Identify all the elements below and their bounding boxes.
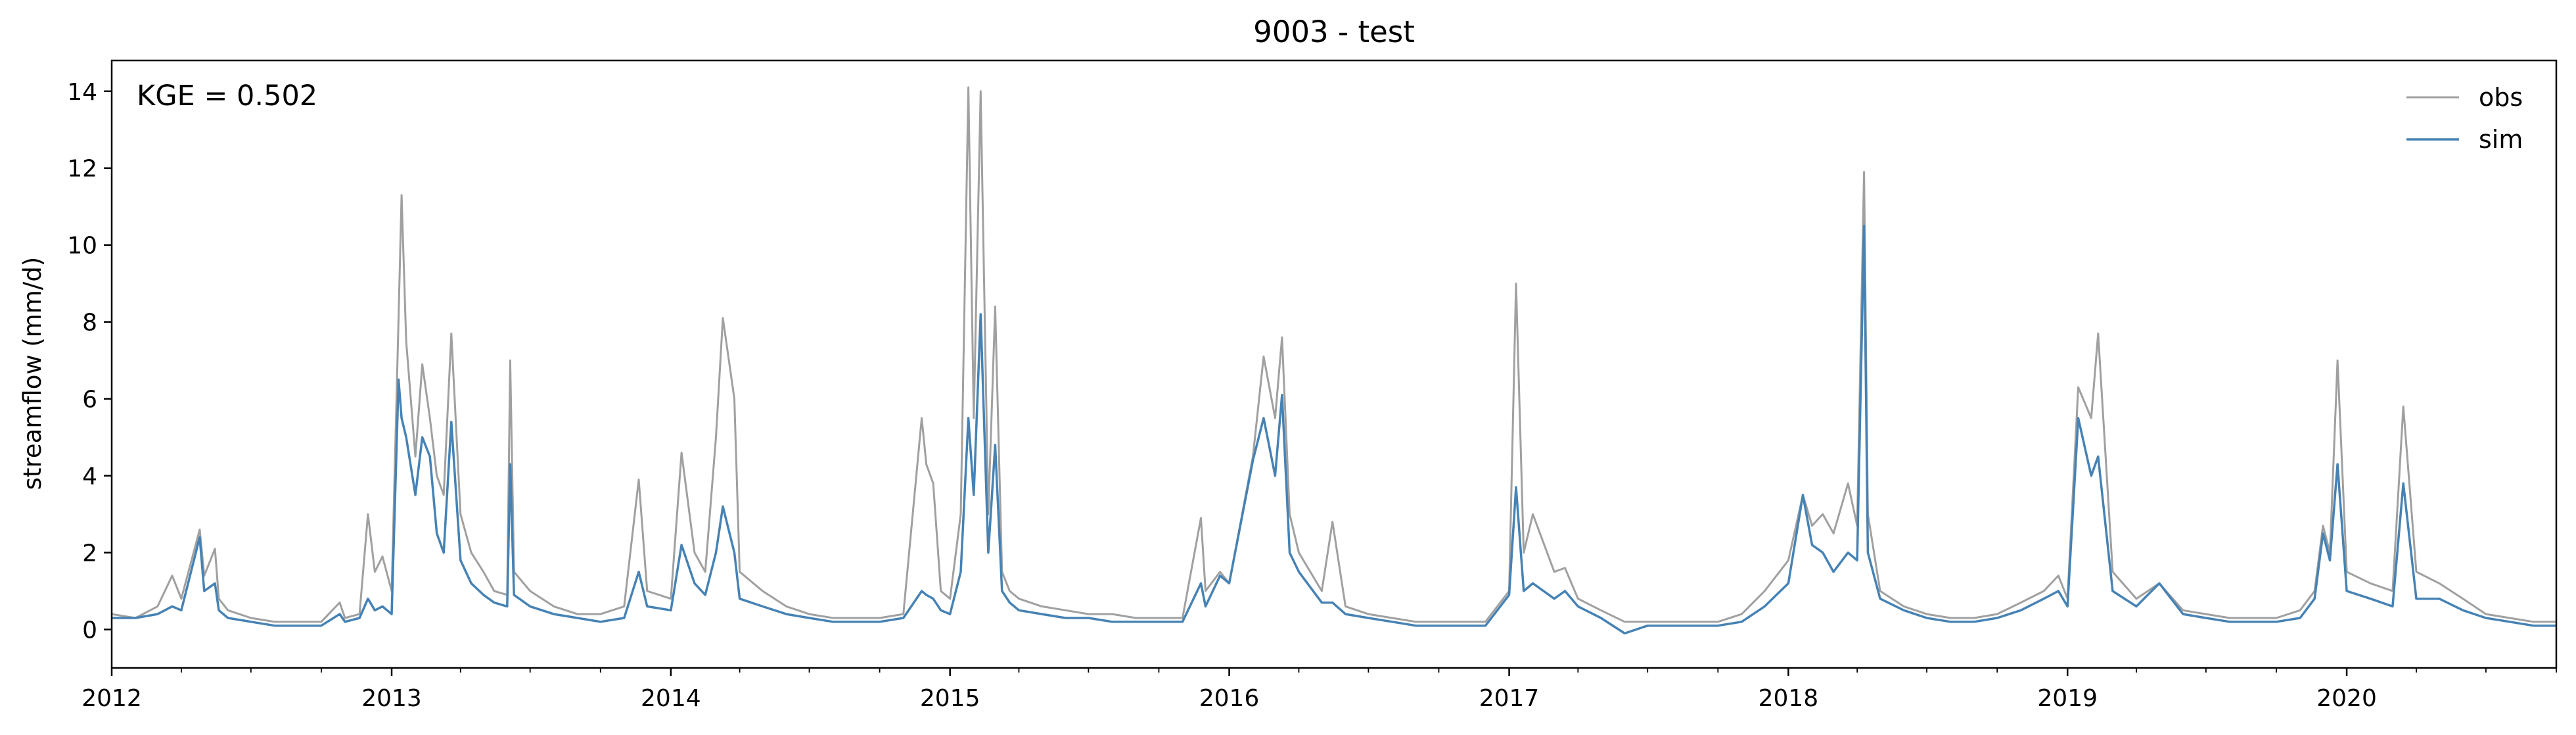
legend-label-obs: obs — [2479, 83, 2523, 112]
legend-label-sim: sim — [2479, 125, 2523, 154]
x-tick-label: 2012 — [81, 685, 142, 712]
y-tick-label: 8 — [82, 310, 97, 337]
x-tick-label: 2020 — [2316, 685, 2377, 712]
legend: obs sim — [2406, 83, 2523, 154]
y-axis-title: streamflow (mm/d) — [18, 257, 47, 490]
y-tick-label: 6 — [82, 387, 97, 414]
x-tick-label: 2014 — [641, 685, 701, 712]
y-tick-label: 12 — [67, 156, 97, 183]
y-tick-label: 4 — [82, 463, 97, 490]
y-tick-label: 0 — [82, 617, 97, 644]
x-tick-label: 2013 — [361, 685, 422, 712]
y-tick-label: 14 — [67, 79, 97, 106]
series-line-sim — [112, 224, 2556, 635]
y-tick-label: 2 — [82, 540, 97, 567]
x-tick-label: 2018 — [1759, 685, 1819, 712]
x-tick-label: 2015 — [920, 685, 980, 712]
plot-frame — [110, 59, 2558, 669]
x-axis: 2012 2013 2014 2015 2016 2017 2018 2019 2020 — [81, 668, 2557, 712]
x-tick-label: 2019 — [2037, 685, 2098, 712]
y-tick-label: 10 — [67, 233, 97, 260]
kge-annotation: KGE = 0.502 — [137, 80, 317, 112]
series-line-obs — [111, 86, 2556, 623]
y-axis: 0 2 4 6 8 10 12 14 — [67, 79, 112, 644]
plot-area — [111, 86, 2556, 635]
chart-title: 9003 - test — [1253, 14, 1415, 49]
x-tick-label: 2017 — [1479, 685, 1540, 712]
x-tick-label: 2016 — [1199, 685, 1260, 712]
